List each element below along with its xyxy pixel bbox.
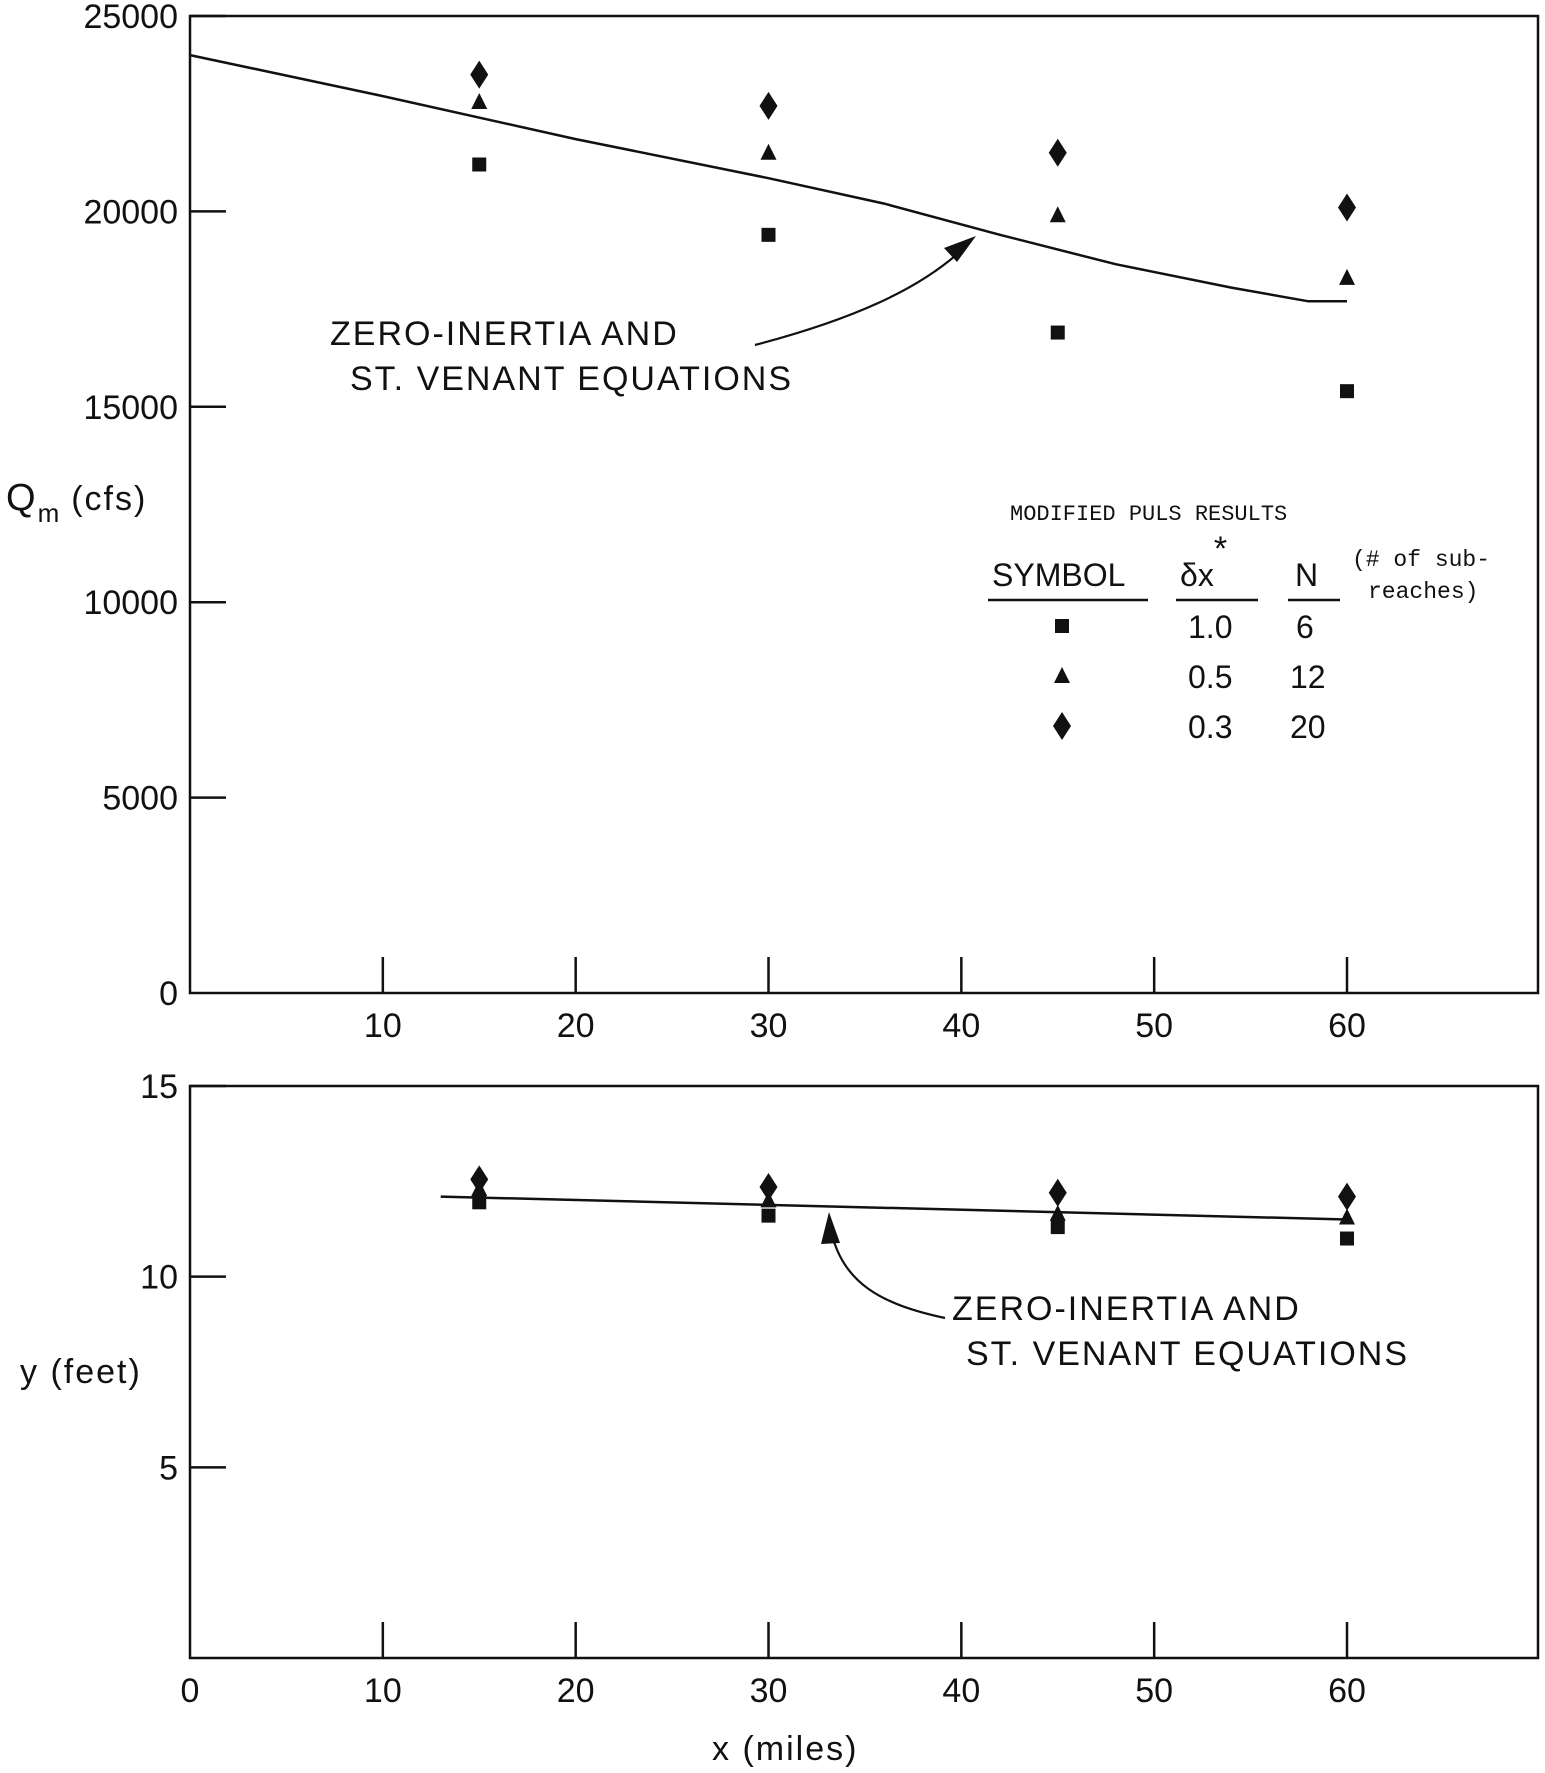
legend-square-marker [1055,619,1069,633]
discharge-triangle-point [1339,268,1355,285]
legend-header-dx-star: * [1214,530,1227,568]
discharge-triangle-point [760,143,777,160]
depth-triangle-point [1049,1204,1066,1221]
discharge-plot-border [188,14,1540,995]
discharge-annotation-line1: ZERO-INERTIA AND [330,315,679,353]
depth-x-tick-label: 40 [942,1672,980,1710]
discharge-diamond-point [1048,138,1067,167]
discharge-x-tick-label: 10 [364,1007,402,1045]
legend: MODIFIED PULS RESULTS SYMBOL δx* N (# of… [988,502,1490,745]
legend-row-2-n: 12 [1290,659,1326,695]
discharge-model-curve [189,53,1347,303]
discharge-x-tick-label: 40 [942,1007,980,1045]
legend-header-dx-text: δx [1180,557,1214,593]
depth-x-tick-label: 30 [750,1672,788,1710]
depth-x-tick-label: 60 [1328,1672,1366,1710]
depth-chart: 5 10 15 0 10 20 30 40 50 60 y (feet) x (miles) Z… [20,1068,1540,1768]
discharge-y-tick-label: 20000 [83,193,178,231]
legend-note-line1: (# of sub- [1352,547,1490,573]
discharge-diamond-point [470,60,489,89]
legend-diamond-marker [1053,712,1071,740]
discharge-plot-frame [188,14,1540,995]
legend-note-line2: reaches) [1368,579,1478,605]
discharge-x-tick-label: 30 [750,1007,788,1045]
depth-x-tick-label: 0 [181,1672,200,1710]
depth-x-axis: 0 10 20 30 40 50 60 [181,1622,1366,1710]
depth-model-line [440,1195,1348,1221]
discharge-square-point [761,227,776,242]
discharge-y-tick-label: 10000 [83,584,178,622]
discharge-y-label-unit: (cfs) [71,480,147,518]
legend-row-3-dx: 0.3 [1188,709,1232,745]
legend-row-2-dx: 0.5 [1188,659,1232,695]
depth-diamond-point [470,1165,489,1194]
depth-annotation-arrowhead [821,1212,840,1244]
depth-x-axis-label: x (miles) [712,1730,858,1768]
legend-row-3-n: 20 [1290,709,1326,745]
legend-markers [1053,619,1071,740]
discharge-model-line [189,53,1347,303]
discharge-annotation-arrowhead [944,236,976,262]
depth-square-point [1050,1220,1065,1235]
legend-row-1-n: 6 [1296,609,1314,645]
legend-triangle-marker [1054,667,1070,683]
depth-data-points [470,1165,1356,1246]
discharge-data-points [470,60,1356,399]
depth-x-tick-label: 50 [1135,1672,1173,1710]
discharge-y-axis-label: Qm (cfs) [6,477,147,528]
legend-header-n: N [1295,557,1318,593]
discharge-annotation-line2: ST. VENANT EQUATIONS [350,360,793,398]
discharge-x-tick-label: 50 [1135,1007,1173,1045]
discharge-y-label-sub: m [38,498,62,528]
depth-diamond-point [1338,1182,1356,1211]
discharge-annotation-arrow [754,246,966,347]
depth-y-tick-label: 10 [140,1259,178,1297]
depth-diamond-point [1048,1178,1067,1207]
discharge-x-tick-label: 20 [557,1007,595,1045]
depth-annotation-line1: ZERO-INERTIA AND [952,1290,1301,1328]
depth-x-tick-label: 20 [557,1672,595,1710]
discharge-square-point [1340,384,1354,399]
discharge-diamond-point [1338,193,1356,222]
depth-y-axis: 5 10 15 [140,1068,226,1487]
depth-plot-border [188,1084,1540,1660]
discharge-triangle-point [1049,206,1066,223]
depth-diamond-point [759,1173,778,1202]
discharge-y-tick-label: 0 [159,975,178,1013]
depth-x-tick-label: 10 [364,1672,402,1710]
depth-y-tick-label: 5 [159,1449,178,1487]
depth-y-tick-label: 15 [140,1068,178,1106]
discharge-y-tick-label: 15000 [83,389,178,427]
discharge-y-label-main: Q [6,477,38,519]
discharge-x-tick-label: 60 [1328,1007,1366,1045]
discharge-diamond-point [759,91,778,120]
legend-row-1-dx: 1.0 [1188,609,1232,645]
discharge-chart: 0 5000 10000 15000 20000 25000 10 20 30 40 50 60 Q… [6,0,1540,1045]
discharge-y-axis: 0 5000 10000 15000 20000 25000 [83,0,226,1013]
discharge-x-axis: 10 20 30 40 50 60 [364,957,1366,1045]
depth-square-point [472,1195,487,1210]
depth-plot-frame [188,1084,1540,1660]
discharge-y-tick-label: 5000 [102,780,178,818]
depth-annotation-line2: ST. VENANT EQUATIONS [966,1335,1409,1373]
legend-title: MODIFIED PULS RESULTS [1010,502,1287,527]
discharge-square-point [472,157,487,172]
depth-y-axis-label: y (feet) [20,1353,142,1391]
legend-header-symbol: SYMBOL [992,557,1125,593]
depth-model-curve [440,1195,1348,1221]
depth-triangle-point [1339,1208,1355,1225]
discharge-y-tick-label: 25000 [83,0,178,36]
discharge-triangle-point [471,92,488,109]
depth-square-point [761,1208,776,1223]
discharge-square-point [1050,325,1065,340]
depth-square-point [1340,1231,1354,1246]
depth-annotation-arrow [828,1224,946,1320]
legend-header-dx: δx* [1180,530,1227,593]
